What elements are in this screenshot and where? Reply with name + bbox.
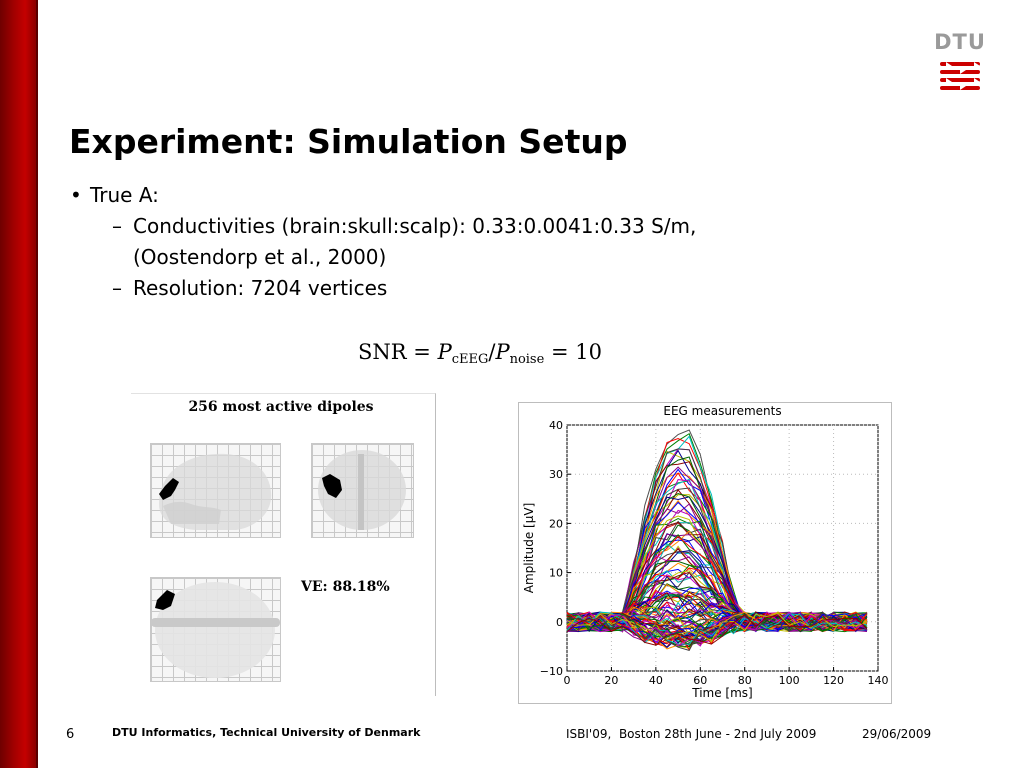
x-tick-label: 100 — [779, 674, 800, 687]
formula-slash: / — [488, 340, 496, 364]
dtu-logo: DTU — [932, 30, 988, 94]
dtu-logo-text: DTU — [934, 30, 986, 54]
y-tick-label: 0 — [556, 616, 563, 629]
x-tick-label: 20 — [604, 674, 618, 687]
x-axis-label: Time [ms] — [691, 686, 753, 700]
y-tick-label: 20 — [549, 517, 563, 530]
formula-lhs: SNR — [358, 340, 407, 364]
bullet-list: True A: – Conductivities (brain:skull:sc… — [70, 180, 696, 304]
dash-marker: – — [112, 276, 122, 300]
page-number: 6 — [66, 727, 75, 742]
x-tick-label: 140 — [868, 674, 889, 687]
variance-explained-label: VE: 88.18% — [301, 579, 390, 595]
y-tick-label: −10 — [540, 665, 563, 678]
dipole-figure: 256 most active dipoles VE: 88.18% — [131, 393, 436, 696]
footer-institution: DTU Informatics, Technical University of… — [112, 726, 421, 739]
axial-view — [150, 577, 281, 682]
formula-p1: P — [437, 340, 452, 364]
eeg-series-line — [566, 611, 867, 651]
eeg-series-line — [566, 611, 868, 645]
y-tick-label: 40 — [549, 419, 563, 432]
formula-eq: = — [413, 340, 431, 364]
dtu-logo-mark-icon — [940, 62, 980, 90]
formula-rhs: = 10 — [551, 340, 602, 364]
bullet-text: True A: — [90, 183, 159, 207]
slide-title: Experiment: Simulation Setup — [69, 122, 628, 161]
formula-p2: P — [495, 340, 510, 364]
red-sidebar-stripe — [0, 0, 38, 768]
x-tick-label: 120 — [823, 674, 844, 687]
sub-bullet-conductivities: – Conductivities (brain:skull:scalp): 0.… — [70, 211, 696, 273]
sub-bullet-text: Resolution: 7204 vertices — [133, 276, 388, 300]
coronal-view — [311, 443, 414, 538]
sagittal-view — [150, 443, 281, 538]
dash-marker: – — [112, 214, 122, 238]
footer-date: 29/06/2009 — [862, 727, 932, 741]
sub-bullet-text-cont: (Oostendorp et al., 2000) — [133, 245, 387, 269]
x-tick-label: 40 — [649, 674, 663, 687]
sub-bullet-text: Conductivities (brain:skull:scalp): 0.33… — [133, 214, 697, 238]
sub-bullet-resolution: – Resolution: 7204 vertices — [70, 273, 696, 304]
x-tick-label: 0 — [564, 674, 571, 687]
dipole-figure-title: 256 most active dipoles — [188, 399, 374, 415]
y-tick-label: 30 — [549, 468, 563, 481]
x-tick-label: 60 — [693, 674, 707, 687]
y-axis-label: Amplitude [µV] — [522, 503, 536, 594]
formula-sub1: cEEG — [451, 352, 489, 367]
footer-conference: ISBI'09, Boston 28th June - 2nd July 200… — [566, 727, 817, 741]
formula-sub2: noise — [509, 352, 545, 367]
snr-formula: SNR = PcEEG/Pnoise = 10 — [358, 340, 602, 367]
chart-title: EEG measurements — [663, 404, 781, 418]
bullet-true-a: True A: — [70, 180, 696, 211]
y-tick-label: 10 — [549, 567, 563, 580]
eeg-chart-panel: 0 20 40 60 80 100 120 140 −10 0 10 20 30 40 EEG measur… — [518, 402, 892, 704]
eeg-series-line — [566, 614, 868, 646]
x-tick-label: 80 — [738, 674, 752, 687]
